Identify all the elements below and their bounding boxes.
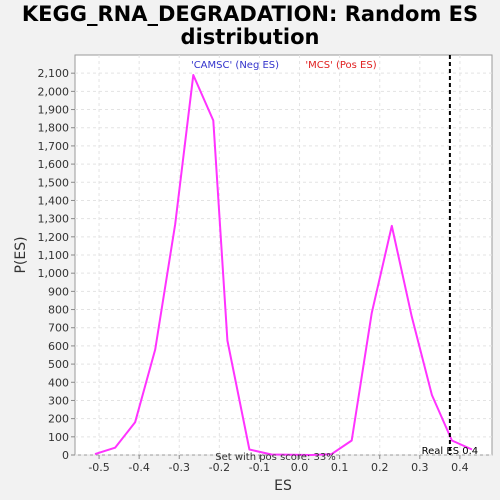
y-tick-label: 1,100 xyxy=(38,249,70,262)
y-tick-label: 100 xyxy=(48,431,69,444)
x-tick-label: -0.4 xyxy=(128,461,149,474)
chart-title-line-2: distribution xyxy=(181,25,320,49)
x-tick-label: -0.2 xyxy=(209,461,230,474)
y-tick-label: 0 xyxy=(62,449,69,462)
grid-lines xyxy=(75,55,492,456)
y-tick-label: 600 xyxy=(48,340,69,353)
partial-bottom-annotation: Set with pos score: 33% xyxy=(215,452,336,463)
x-tick-label: 0.1 xyxy=(331,461,349,474)
y-axis-ticks: 0 100 200 300 400 500 600 700 800 900 1,000 1,100 1,… xyxy=(38,67,75,462)
y-tick-label: 1,900 xyxy=(38,104,70,117)
x-axis-label: ES xyxy=(274,478,292,494)
y-tick-label: 1,500 xyxy=(38,176,70,189)
y-tick-label: 700 xyxy=(48,322,69,335)
x-axis-ticks: -0.5 -0.4 -0.3 -0.2 -0.1 0.0 0.1 0.2 0.3 0.4 xyxy=(88,455,469,474)
y-tick-label: 400 xyxy=(48,376,69,389)
y-tick-label: 800 xyxy=(48,304,69,317)
y-tick-label: 1,600 xyxy=(38,158,70,171)
x-tick-label: -0.1 xyxy=(249,461,270,474)
y-tick-label: 500 xyxy=(48,358,69,371)
series-line xyxy=(94,74,473,456)
x-tick-label: -0.5 xyxy=(88,461,109,474)
x-tick-label: 0.2 xyxy=(371,461,389,474)
y-tick-label: 1,800 xyxy=(38,122,70,135)
y-tick-label: 900 xyxy=(48,285,69,298)
y-tick-label: 1,400 xyxy=(38,194,70,207)
y-axis-label: P(ES) xyxy=(13,236,29,273)
y-tick-label: 200 xyxy=(48,413,69,426)
series-group xyxy=(94,74,473,456)
y-tick-label: 1,700 xyxy=(38,140,70,153)
y-tick-label: 1,000 xyxy=(38,267,70,280)
neg-es-label: 'CAMSC' (Neg ES) xyxy=(191,60,279,71)
x-tick-label: -0.3 xyxy=(169,461,190,474)
real-es-label: Real ES 0.4 xyxy=(422,446,478,457)
y-tick-label: 2,000 xyxy=(38,85,70,98)
x-tick-label: 0.0 xyxy=(291,461,309,474)
y-tick-label: 2,100 xyxy=(38,67,70,80)
y-tick-label: 300 xyxy=(48,394,69,407)
y-tick-label: 1,300 xyxy=(38,213,70,226)
pos-es-label: 'MCS' (Pos ES) xyxy=(305,60,376,71)
y-tick-label: 1,200 xyxy=(38,231,70,244)
x-tick-label: 0.3 xyxy=(411,461,429,474)
x-tick-label: 0.4 xyxy=(451,461,469,474)
chart-title-line-1: KEGG_RNA_DEGRADATION: Random ES xyxy=(22,2,478,26)
